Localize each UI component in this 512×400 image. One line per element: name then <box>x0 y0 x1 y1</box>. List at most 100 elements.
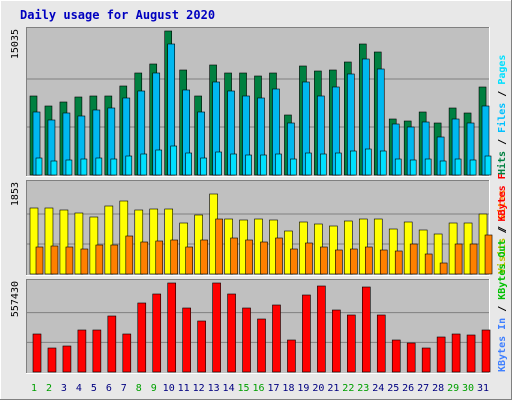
bar-kbytes-f-day-11 <box>182 307 191 373</box>
day-label-1: 1 <box>31 383 37 394</box>
bar-pages-day-1 <box>35 157 43 176</box>
bar-kbytes-f-day-23 <box>361 286 371 373</box>
day-label-31: 31 <box>477 383 489 394</box>
bar-pages-day-11 <box>185 152 192 176</box>
bar-sites-day-21 <box>335 249 343 275</box>
bar-kbytes-f-day-12 <box>197 320 206 373</box>
day-label-21: 21 <box>327 383 339 394</box>
bar-sites-day-28 <box>439 262 448 275</box>
bar-visits-day-1 <box>29 207 39 275</box>
bar-kbytes-f-day-30 <box>466 334 476 373</box>
bar-kbytes-f-day-4 <box>77 329 87 373</box>
bar-kbytes-f-day-1 <box>32 333 42 373</box>
day-label-20: 20 <box>312 383 324 394</box>
day-label-16: 16 <box>252 383 264 394</box>
legend-entry: KBytes Out <box>497 240 508 300</box>
bar-pages-day-10 <box>170 145 178 176</box>
bar-kbytes-f-day-25 <box>391 339 401 373</box>
bar-pages-day-28 <box>439 160 447 176</box>
day-label-30: 30 <box>462 383 474 394</box>
bar-visits-day-27 <box>418 229 428 275</box>
bar-sites-day-31 <box>484 234 493 275</box>
day-label-4: 4 <box>76 383 82 394</box>
bar-sites-day-8 <box>140 241 149 275</box>
bar-pages-day-3 <box>65 159 73 176</box>
day-label-8: 8 <box>136 383 142 394</box>
day-label-29: 29 <box>447 383 459 394</box>
bar-pages-day-19 <box>305 152 312 176</box>
bar-sites-day-4 <box>80 248 89 275</box>
bar-sites-day-5 <box>95 244 104 275</box>
y-max-label: 1853 <box>10 182 21 206</box>
bar-pages-day-8 <box>140 153 148 176</box>
day-label-15: 15 <box>238 383 250 394</box>
bar-pages-day-12 <box>200 157 207 176</box>
legend-separator: / <box>497 133 508 151</box>
legend-separator: / <box>497 300 508 318</box>
bar-pages-day-29 <box>454 158 462 176</box>
bar-kbytes-f-day-19 <box>302 294 311 373</box>
bar-kbytes-f-day-3 <box>62 345 72 373</box>
bar-kbytes-f-day-20 <box>317 285 326 373</box>
bar-pages-day-14 <box>230 153 237 176</box>
day-label-14: 14 <box>223 383 235 394</box>
bar-sites-day-18 <box>290 248 298 275</box>
day-label-5: 5 <box>91 383 97 394</box>
bar-pages-day-26 <box>409 159 417 176</box>
y-max-label: 15035 <box>10 29 21 59</box>
bar-kbytes-f-day-29 <box>451 333 461 373</box>
bar-sites-day-20 <box>320 246 328 275</box>
bar-sites-day-6 <box>110 244 119 275</box>
bar-sites-day-24 <box>379 249 388 275</box>
bar-kbytes-f-day-24 <box>376 314 386 373</box>
bar-kbytes-f-day-17 <box>272 304 281 373</box>
y-max-label: 557430 <box>10 281 21 317</box>
panel-1: 15035 Hits / Files / Pages <box>10 27 508 177</box>
bar-pages-day-24 <box>379 150 387 176</box>
bar-pages-day-21 <box>335 152 342 176</box>
bar-pages-day-27 <box>424 158 432 176</box>
bar-kbytes-f-day-22 <box>347 314 356 373</box>
bar-visits-day-22 <box>344 220 353 275</box>
bar-pages-day-2 <box>50 160 58 176</box>
bar-sites-day-10 <box>170 239 179 275</box>
series-legend: Visits / Sites <box>496 190 508 274</box>
bar-visits-day-28 <box>433 233 443 275</box>
day-label-3: 3 <box>61 383 67 394</box>
bar-pages-day-13 <box>215 151 222 176</box>
bar-visits-day-6 <box>104 205 114 275</box>
day-label-9: 9 <box>151 383 157 394</box>
bar-visits-day-4 <box>74 212 84 275</box>
bar-sites-day-27 <box>424 253 433 275</box>
legend-entry: Sites <box>496 190 508 220</box>
bar-sites-day-29 <box>454 243 463 275</box>
bar-pages-day-23 <box>364 148 372 176</box>
day-label-10: 10 <box>163 383 175 394</box>
day-label-6: 6 <box>106 383 112 394</box>
bar-kbytes-f-day-27 <box>421 347 431 373</box>
day-label-18: 18 <box>282 383 294 394</box>
day-label-24: 24 <box>372 383 384 394</box>
chart-title: Daily usage for August 2020 <box>20 8 215 22</box>
day-label-2: 2 <box>46 383 52 394</box>
bar-sites-day-14 <box>230 237 238 275</box>
bar-sites-day-15 <box>245 239 253 275</box>
bar-visits-day-24 <box>373 218 383 275</box>
legend-entry: Pages <box>497 55 508 85</box>
bar-pages-day-6 <box>110 158 118 176</box>
bar-kbytes-f-day-7 <box>122 333 132 373</box>
bar-sites-day-2 <box>50 245 59 275</box>
legend-entry: Hits <box>496 151 508 175</box>
bar-sites-day-13 <box>215 218 223 275</box>
bar-kbytes-f-day-26 <box>406 342 416 373</box>
day-label-25: 25 <box>387 383 399 394</box>
bar-sites-day-17 <box>275 237 283 275</box>
day-label-23: 23 <box>357 383 369 394</box>
bar-kbytes-f-day-28 <box>436 336 446 373</box>
bar-sites-day-12 <box>200 239 208 275</box>
bar-pages-day-31 <box>484 155 492 176</box>
bar-sites-day-1 <box>35 246 44 275</box>
bar-kbytes-f-day-16 <box>257 318 266 373</box>
day-label-22: 22 <box>342 383 354 394</box>
bar-kbytes-f-day-31 <box>481 329 491 373</box>
